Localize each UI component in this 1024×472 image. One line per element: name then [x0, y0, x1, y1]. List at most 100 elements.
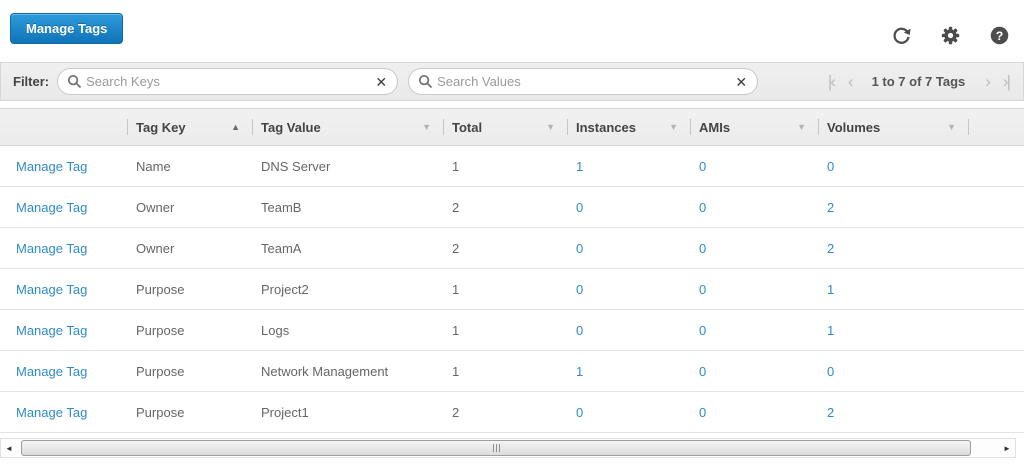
tag-value-cell: TeamB: [261, 199, 302, 215]
pagination: |‹ ‹ 1 to 7 of 7 Tags › ›|: [828, 73, 1013, 90]
amis-count-link[interactable]: 0: [699, 158, 707, 174]
header-label: Tag Value: [261, 119, 321, 135]
volumes-count-link[interactable]: 2: [827, 240, 835, 256]
clear-values-icon[interactable]: ✕: [735, 73, 748, 90]
manage-tag-link[interactable]: Manage Tag: [16, 240, 88, 256]
search-keys-box: ✕: [57, 68, 399, 95]
volumes-count-link[interactable]: 2: [827, 199, 835, 215]
table-row: Manage Tag Owner TeamA 2 0 0 2: [0, 228, 1024, 269]
instances-count-link[interactable]: 0: [576, 281, 584, 297]
scroll-right-icon[interactable]: ►: [1003, 443, 1011, 453]
clear-keys-icon[interactable]: ✕: [375, 73, 388, 90]
tag-value-cell: Project1: [261, 404, 309, 420]
search-values-box: ✕: [408, 68, 759, 95]
total-cell: 2: [452, 240, 460, 256]
amis-count-link[interactable]: 0: [699, 240, 707, 256]
search-values-input[interactable]: [437, 74, 734, 89]
header-amis[interactable]: AMIs ▼: [690, 109, 818, 145]
refresh-icon[interactable]: [890, 24, 912, 46]
search-icon: [418, 74, 433, 89]
table-row: Manage Tag Purpose Network Management 1 …: [0, 351, 1024, 392]
volumes-count-link[interactable]: 0: [827, 363, 835, 379]
tag-key-cell: Purpose: [136, 322, 185, 338]
sort-caret-icon: ▼: [546, 122, 555, 132]
tag-value-cell: Network Management: [261, 363, 389, 379]
table-row: Manage Tag Name DNS Server 1 1 0 0: [0, 146, 1024, 187]
manage-tag-link[interactable]: Manage Tag: [16, 322, 88, 338]
total-cell: 2: [452, 404, 460, 420]
volumes-count-link[interactable]: 1: [827, 322, 835, 338]
tag-key-cell: Owner: [136, 240, 175, 256]
help-icon[interactable]: ?: [988, 24, 1010, 46]
tag-value-cell: DNS Server: [261, 158, 331, 174]
manage-tags-button[interactable]: Manage Tags: [10, 13, 124, 44]
header-tag-key[interactable]: Tag Key ▲: [127, 109, 252, 145]
scrollbar-thumb[interactable]: [21, 440, 971, 456]
table-row: Manage Tag Owner TeamB 2 0 0 2: [0, 187, 1024, 228]
svg-text:?: ?: [995, 28, 1002, 42]
sort-caret-icon: ▼: [947, 122, 956, 132]
volumes-count-link[interactable]: 0: [827, 158, 835, 174]
manage-tag-link[interactable]: Manage Tag: [16, 281, 88, 297]
pagination-status: 1 to 7 of 7 Tags: [871, 74, 966, 89]
filter-bar: Filter: ✕ ✕ |‹ ‹ 1 t: [0, 62, 1024, 101]
tag-value-cell: TeamA: [261, 240, 302, 256]
scrollbar-track[interactable]: [17, 439, 999, 457]
table-row: Manage Tag Purpose Logs 1 0 0 1: [0, 310, 1024, 351]
search-keys-input[interactable]: [86, 74, 374, 89]
amis-count-link[interactable]: 0: [699, 199, 707, 215]
top-toolbar: Manage Tags: [0, 0, 1024, 58]
header-label: AMIs: [699, 119, 731, 135]
volumes-count-link[interactable]: 1: [827, 281, 835, 297]
header-volumes[interactable]: Volumes ▼: [818, 109, 968, 145]
manage-tag-link[interactable]: Manage Tag: [16, 404, 88, 420]
sort-ascending-icon: ▲: [231, 122, 240, 132]
scroll-left-icon[interactable]: ◄: [5, 443, 13, 453]
total-cell: 1: [452, 158, 460, 174]
amis-count-link[interactable]: 0: [699, 322, 707, 338]
total-cell: 1: [452, 363, 460, 379]
volumes-count-link[interactable]: 2: [827, 404, 835, 420]
table-row: Manage Tag Purpose Project1 2 0 0 2: [0, 392, 1024, 433]
header-label: Instances: [576, 119, 636, 135]
last-page-icon[interactable]: ›|: [1002, 72, 1011, 91]
filter-label: Filter:: [13, 74, 50, 89]
amis-count-link[interactable]: 0: [699, 363, 707, 379]
header-total[interactable]: Total ▼: [443, 109, 567, 145]
search-icon: [67, 74, 82, 89]
header-instances[interactable]: Instances ▼: [567, 109, 690, 145]
amis-count-link[interactable]: 0: [699, 281, 707, 297]
manage-tag-link[interactable]: Manage Tag: [16, 363, 88, 379]
horizontal-scrollbar: ◄ ►: [0, 438, 1016, 458]
first-page-icon[interactable]: |‹: [827, 72, 836, 91]
settings-gear-icon[interactable]: [939, 24, 961, 46]
next-page-icon[interactable]: ›: [985, 72, 991, 91]
instances-count-link[interactable]: 0: [576, 404, 584, 420]
total-cell: 2: [452, 199, 460, 215]
tags-table: Tag Key ▲ Tag Value ▼ Total ▼ Instances …: [0, 108, 1024, 433]
instances-count-link[interactable]: 1: [576, 158, 584, 174]
total-cell: 1: [452, 281, 460, 297]
manage-tag-link[interactable]: Manage Tag: [16, 199, 88, 215]
header-label: Total: [452, 119, 483, 135]
prev-page-icon[interactable]: ‹: [847, 72, 854, 91]
toolbar-icon-group: ?: [890, 24, 1010, 46]
tag-value-cell: Logs: [261, 322, 290, 338]
sort-caret-icon: ▼: [797, 122, 806, 132]
sort-caret-icon: ▼: [422, 122, 431, 132]
tag-key-cell: Purpose: [136, 363, 185, 379]
table-header-row: Tag Key ▲ Tag Value ▼ Total ▼ Instances …: [0, 108, 1024, 146]
tag-key-cell: Purpose: [136, 281, 185, 297]
header-label: Volumes: [827, 119, 881, 135]
header-tag-value[interactable]: Tag Value ▼: [252, 109, 443, 145]
instances-count-link[interactable]: 0: [576, 240, 584, 256]
instances-count-link[interactable]: 0: [576, 322, 584, 338]
tag-value-cell: Project2: [261, 281, 309, 297]
manage-tag-link[interactable]: Manage Tag: [16, 158, 88, 174]
instances-count-link[interactable]: 1: [576, 363, 584, 379]
header-actions: [0, 109, 127, 145]
amis-count-link[interactable]: 0: [699, 404, 707, 420]
tag-key-cell: Name: [136, 158, 171, 174]
instances-count-link[interactable]: 0: [576, 199, 584, 215]
